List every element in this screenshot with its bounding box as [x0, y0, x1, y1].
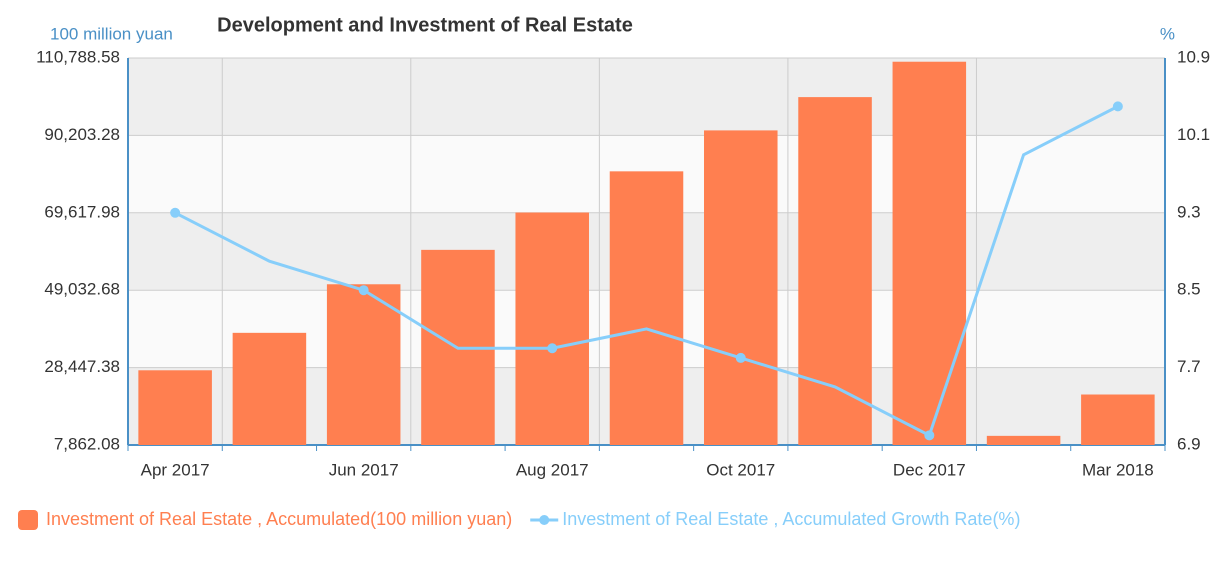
- line-point: [170, 207, 181, 218]
- x-tick-label: Mar 2018: [1082, 460, 1154, 479]
- bar: [986, 435, 1061, 445]
- line: [174, 105, 1119, 438]
- chart-title: Development and Investment of Real Estat…: [217, 14, 633, 36]
- line-point: [735, 352, 746, 363]
- y-tick-label: 90,203.28: [44, 125, 120, 144]
- grid-band: [128, 58, 1165, 136]
- bar: [138, 370, 212, 445]
- y2-tick-label: 7.7: [1177, 357, 1201, 376]
- y-tick-label: 49,032.68: [44, 280, 120, 299]
- bar: [1081, 394, 1155, 445]
- legend-swatch: [539, 515, 550, 525]
- bar: [704, 130, 778, 445]
- y2-tick-label: 8.5: [1177, 280, 1201, 299]
- line-point: [547, 343, 558, 354]
- y2-tick-label: 10.9: [1177, 47, 1210, 66]
- legend-label: Investment of Real Estate , Accumulated …: [562, 509, 1020, 529]
- y-tick-label: 7,862.08: [54, 434, 120, 453]
- x-tick-label: Dec 2017: [893, 460, 966, 479]
- bar: [892, 61, 967, 445]
- bar: [515, 212, 589, 445]
- x-tick-label: Apr 2017: [141, 460, 210, 479]
- y2-tick-label: 6.9: [1177, 434, 1201, 453]
- bar: [232, 332, 307, 445]
- bar: [609, 171, 684, 445]
- legend-swatch: [18, 510, 38, 530]
- line-point: [1112, 101, 1123, 112]
- y2-tick-label: 9.3: [1177, 202, 1201, 221]
- y-tick-label: 69,617.98: [44, 202, 120, 221]
- y-axis-label: 100 million yuan: [50, 24, 173, 43]
- bar: [326, 284, 401, 445]
- x-tick-label: Jun 2017: [329, 460, 399, 479]
- line-point: [924, 430, 935, 441]
- x-tick-label: Oct 2017: [706, 460, 775, 479]
- y2-tick-label: 10.1: [1177, 125, 1210, 144]
- line-point: [358, 285, 369, 296]
- y-tick-label: 110,788.58: [36, 47, 120, 66]
- y2-axis-label: %: [1160, 24, 1175, 43]
- y-tick-label: 28,447.38: [44, 357, 120, 376]
- legend-label: Investment of Real Estate , Accumulated(…: [46, 509, 512, 529]
- bar: [798, 97, 872, 446]
- x-tick-label: Aug 2017: [516, 460, 589, 479]
